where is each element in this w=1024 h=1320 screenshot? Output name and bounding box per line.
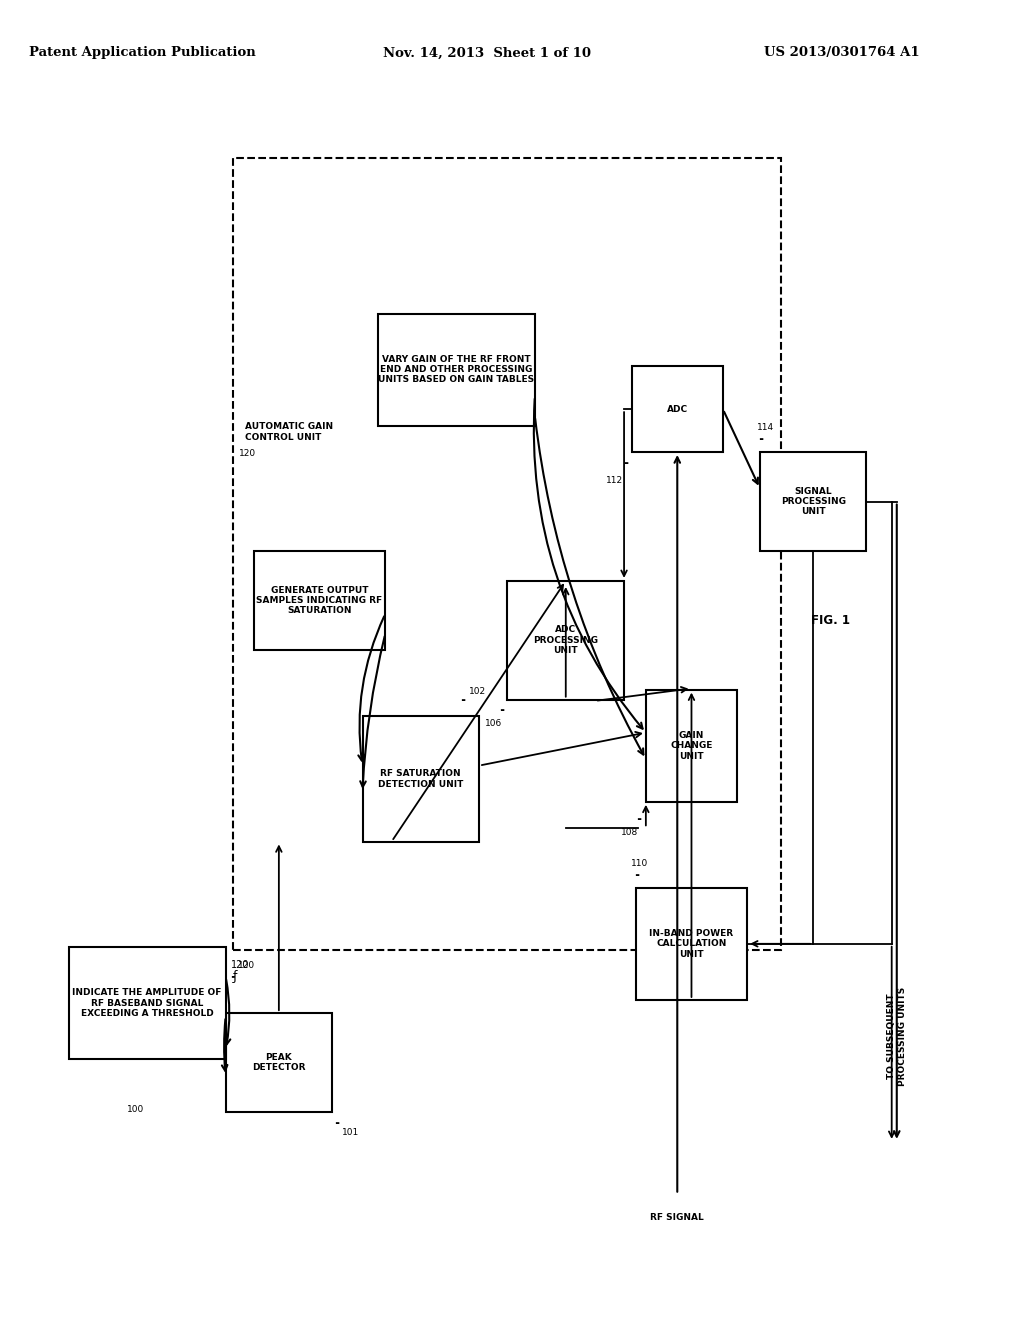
Text: RF SIGNAL: RF SIGNAL xyxy=(650,1213,705,1221)
Text: 114: 114 xyxy=(757,424,774,433)
Text: 101: 101 xyxy=(342,1127,359,1137)
Text: 108: 108 xyxy=(621,829,638,837)
Text: ╸: ╸ xyxy=(759,436,766,446)
FancyBboxPatch shape xyxy=(378,314,535,425)
Text: US 2013/0301764 A1: US 2013/0301764 A1 xyxy=(764,46,920,59)
Text: 100: 100 xyxy=(127,1106,144,1114)
Text: Nov. 14, 2013  Sheet 1 of 10: Nov. 14, 2013 Sheet 1 of 10 xyxy=(383,46,591,59)
Text: FIG. 1: FIG. 1 xyxy=(811,614,850,627)
Text: GENERATE OUTPUT
SAMPLES INDICATING RF
SATURATION: GENERATE OUTPUT SAMPLES INDICATING RF SA… xyxy=(256,586,383,615)
Text: ƒ: ƒ xyxy=(233,970,238,983)
Text: ╸: ╸ xyxy=(461,696,468,706)
Text: ADC: ADC xyxy=(667,405,688,413)
Text: TO SUBSEQUENT
PROCESSING UNITS: TO SUBSEQUENT PROCESSING UNITS xyxy=(887,986,906,1086)
FancyBboxPatch shape xyxy=(362,715,479,842)
Text: GAIN
CHANGE
UNIT: GAIN CHANGE UNIT xyxy=(671,731,713,760)
Text: 120: 120 xyxy=(240,449,256,458)
FancyBboxPatch shape xyxy=(225,1014,332,1111)
FancyBboxPatch shape xyxy=(760,451,866,552)
FancyBboxPatch shape xyxy=(254,552,385,649)
Text: Patent Application Publication: Patent Application Publication xyxy=(29,46,255,59)
Text: SIGNAL
PROCESSING
UNIT: SIGNAL PROCESSING UNIT xyxy=(780,487,846,516)
FancyBboxPatch shape xyxy=(646,689,737,801)
Text: 120: 120 xyxy=(239,961,255,970)
Text: INDICATE THE AMPLITUDE OF
RF BASEBAND SIGNAL
EXCEEDING A THRESHOLD: INDICATE THE AMPLITUDE OF RF BASEBAND SI… xyxy=(73,989,222,1018)
Text: VARY GAIN OF THE RF FRONT
END AND OTHER PROCESSING
UNITS BASED ON GAIN TABLES: VARY GAIN OF THE RF FRONT END AND OTHER … xyxy=(378,355,535,384)
Text: PEAK
DETECTOR: PEAK DETECTOR xyxy=(252,1053,305,1072)
Text: 112: 112 xyxy=(606,477,624,484)
FancyBboxPatch shape xyxy=(636,888,748,1001)
Text: ╸: ╸ xyxy=(637,814,644,825)
FancyBboxPatch shape xyxy=(69,948,225,1059)
Text: 110: 110 xyxy=(631,859,648,869)
Text: 120
╸: 120 ╸ xyxy=(231,960,250,981)
Text: ADC
PROCESSING
UNIT: ADC PROCESSING UNIT xyxy=(534,626,598,655)
Text: 106: 106 xyxy=(485,719,503,729)
FancyBboxPatch shape xyxy=(632,367,723,451)
Text: IN-BAND POWER
CALCULATION
UNIT: IN-BAND POWER CALCULATION UNIT xyxy=(649,929,733,958)
Text: ╸: ╸ xyxy=(335,1119,342,1129)
Text: ╸: ╸ xyxy=(635,871,641,882)
Text: RF SATURATION
DETECTION UNIT: RF SATURATION DETECTION UNIT xyxy=(378,770,464,788)
Text: 102: 102 xyxy=(469,688,486,697)
Text: ╸: ╸ xyxy=(624,459,631,469)
Text: ╸: ╸ xyxy=(500,706,507,717)
Text: AUTOMATIC GAIN
CONTROL UNIT: AUTOMATIC GAIN CONTROL UNIT xyxy=(246,422,334,442)
FancyBboxPatch shape xyxy=(508,581,624,700)
